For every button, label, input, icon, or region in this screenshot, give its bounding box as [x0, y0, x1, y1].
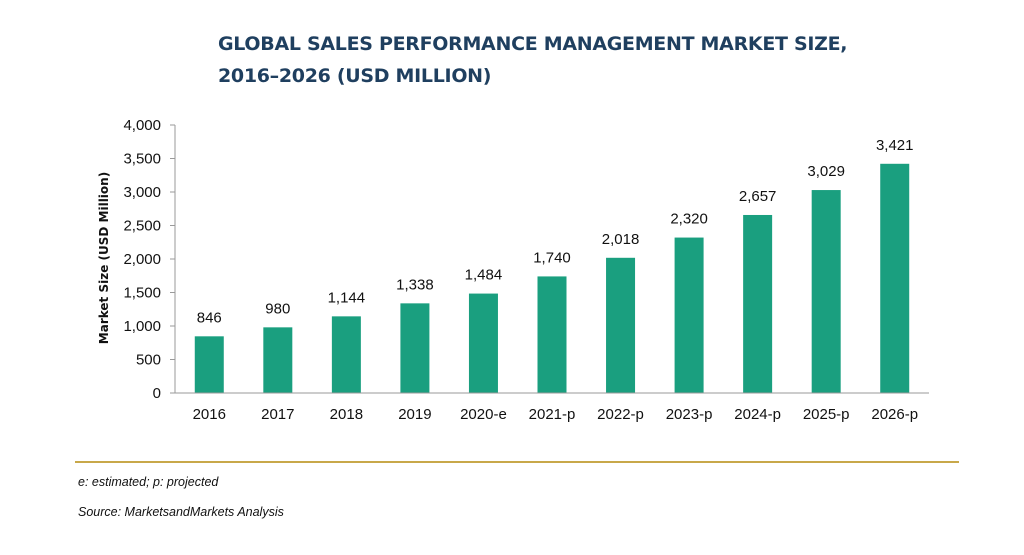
x-tick-label: 2018	[330, 406, 363, 423]
x-tick-label: 2021-p	[529, 406, 576, 423]
bar-value-label: 2,657	[739, 188, 777, 205]
bar-value-label: 1,484	[465, 267, 503, 284]
bar-value-label: 1,338	[396, 276, 434, 293]
x-tick-label: 2019	[398, 406, 431, 423]
x-tick-label: 2025-p	[803, 406, 850, 423]
bar	[674, 237, 704, 393]
y-tick-label: 2,500	[123, 218, 161, 235]
x-tick-label: 2016	[193, 406, 226, 423]
y-tick-label: 500	[136, 352, 161, 369]
x-tick-label: 2017	[261, 406, 294, 423]
bar	[400, 303, 430, 393]
chart-title: GLOBAL SALES PERFORMANCE MANAGEMENT MARK…	[218, 28, 858, 92]
bar	[263, 327, 293, 393]
bar-value-label: 2,320	[670, 211, 708, 228]
y-tick-label: 3,500	[123, 151, 161, 168]
bar-value-label: 2,018	[602, 231, 640, 248]
x-tick-label: 2024-p	[734, 406, 781, 423]
footnote: e: estimated; p: projected	[78, 475, 219, 489]
bar-chart: 05001,0001,5002,0002,5003,0003,5004,000 …	[97, 117, 929, 423]
y-axis: 0 500 1,000 1,500 2,000 2,500 3,000 3,500 4,000	[123, 117, 176, 402]
x-tick-label: 2022-p	[597, 406, 644, 423]
bar-value-label: 3,421	[876, 137, 914, 154]
bar	[194, 336, 224, 393]
x-axis: 2016 2017 2018 2019 2020-e 2021-p 2022-p 2023-p…	[175, 392, 929, 423]
footer-divider	[75, 461, 959, 463]
bar	[331, 316, 361, 393]
bar	[743, 214, 773, 393]
y-tick-label: 2,000	[123, 251, 161, 268]
chart-title-line-2: 2016–2026 (USD MILLION)	[218, 65, 492, 87]
x-tick-label: 2023-p	[666, 406, 713, 423]
y-tick-label: 1,500	[123, 285, 161, 302]
source-note: Source: MarketsandMarkets Analysis	[78, 505, 284, 519]
bars: 846 980 1,144 1,338 1,484 1,740 2,018 2,320 2,65…	[194, 137, 914, 393]
y-axis-label: Market Size (USD Million)	[97, 172, 111, 344]
x-tick-label: 2026-p	[871, 406, 918, 423]
bar	[537, 276, 567, 393]
bar	[468, 293, 498, 393]
bar-value-label: 1,740	[533, 249, 571, 266]
y-tick-label: 4,000	[123, 117, 161, 134]
y-tick-label: 0	[153, 385, 161, 402]
bar-value-label: 846	[197, 309, 222, 326]
y-tick-label: 1,000	[123, 318, 161, 335]
bar	[606, 257, 636, 393]
y-tick-label: 3,000	[123, 184, 161, 201]
bar-value-label: 3,029	[807, 163, 845, 180]
chart-title-line-1: GLOBAL SALES PERFORMANCE MANAGEMENT MARK…	[218, 33, 848, 55]
x-tick-label: 2020-e	[460, 406, 507, 423]
bar	[811, 190, 841, 393]
bar	[880, 163, 910, 393]
bar-value-label: 980	[265, 300, 290, 317]
bar-value-label: 1,144	[328, 289, 366, 306]
